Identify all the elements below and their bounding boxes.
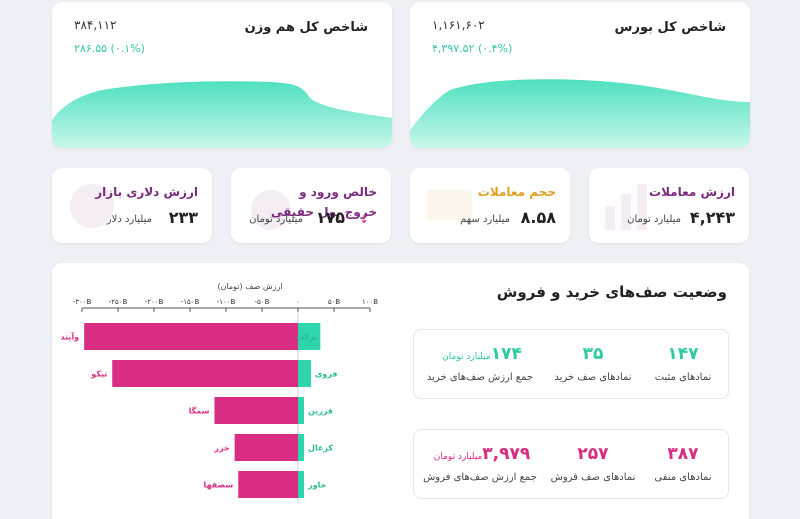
sell-queue-count: ۲۵۷ <box>577 444 609 464</box>
x-tick-label: ۰ <box>296 298 300 306</box>
stat-unit: میلیارد تومان <box>627 214 681 225</box>
x-tick-label: ۱۰۰B <box>362 298 378 306</box>
sell-bar <box>84 323 298 350</box>
money-icon <box>426 190 472 220</box>
queue-value-chart: ارزش صف (تومان) -۳۰۰B -۲۵۰B -۲۰۰B -۱۵۰B -۱۰۰B… <box>61 282 378 503</box>
stat-card-trade-volume[interactable]: حجم معاملات ۸.۵۸ میلیارد سهم <box>410 168 570 243</box>
buy-total-value: ۱۷۴ <box>490 344 522 364</box>
x-tick-label: ۵۰B <box>328 298 341 306</box>
x-tick-label: -۱۰۰B <box>217 298 236 306</box>
buy-total-cell: ۱۷۴میلیارد تومان جمع ارزش صف‌های خرید <box>412 330 548 400</box>
stat-title: ارزش معاملات <box>649 185 735 199</box>
sell-bar <box>112 360 298 387</box>
buy-bar <box>298 397 304 424</box>
index-card-total[interactable]: شاخص کل بورس ۱,۱۶۱,۶۰۲ ۴,۳۹۷.۵۲ (۰.۴%) <box>410 2 750 148</box>
stat-title: حجم معاملات <box>477 185 556 199</box>
negative-count-cell: ۳۸۷ نمادهای منفی <box>638 430 728 500</box>
stat-value: ۲۳۳ <box>168 208 198 227</box>
x-tick-label: -۳۰۰B <box>73 298 92 306</box>
stat-card-dollar-value[interactable]: ارزش دلاری بازار ۲۳۳ میلیارد دلار <box>52 168 212 243</box>
sell-bar-label: خزر <box>213 444 230 453</box>
sell-queue-count-cell: ۲۵۷ نمادهای صف فروش <box>548 430 638 500</box>
x-tick-label: -۲۵۰B <box>109 298 128 306</box>
sell-bar <box>214 397 298 424</box>
chart-icon <box>605 184 647 230</box>
sell-queue-label: نمادهای صف فروش <box>550 472 636 483</box>
stat-unit: میلیارد تومان <box>249 214 303 225</box>
stat-unit: میلیارد دلار <box>106 214 152 225</box>
positive-count: ۱۴۷ <box>667 344 699 364</box>
sell-total-unit: میلیارد تومان <box>433 452 483 462</box>
index-card-equal-weight[interactable]: شاخص کل هم وزن ۳۸۴,۱۱۲ ۲۸۶.۵۵ (۰.۱%) <box>52 2 392 148</box>
stat-unit: میلیارد سهم <box>460 214 510 225</box>
buy-total-label: جمع ارزش صف‌های خرید <box>426 372 534 383</box>
stat-value: ۴,۲۴۳ <box>689 208 735 227</box>
buy-bar-label: برکت <box>296 333 317 342</box>
stat-title: ارزش دلاری بازار <box>95 185 198 199</box>
stat-value: ۱۷۵ <box>315 208 345 227</box>
buy-bar <box>298 323 321 350</box>
buy-bar <box>298 360 311 387</box>
dollar-icon <box>70 184 114 228</box>
x-tick-label: -۲۰۰B <box>145 298 164 306</box>
sell-queue-box: ۳۸۷ نمادهای منفی ۲۵۷ نمادهای صف فروش ۳,۹… <box>413 429 729 499</box>
index-value: ۱,۱۶۱,۶۰۲ <box>432 18 485 32</box>
x-tick-label: -۱۵۰B <box>181 298 200 306</box>
index-change: ۴,۳۹۷.۵۲ (۰.۴%) <box>432 42 513 55</box>
chart-title: ارزش صف (تومان) <box>217 282 282 291</box>
arrow-down-icon: ↓ <box>359 212 370 226</box>
queue-panel: وضعیت صف‌های خرید و فروش ۱۴۷ نمادهای مثب… <box>52 263 749 519</box>
sell-bar-label: تیکو <box>90 370 107 379</box>
stat-title: خالص ورود و خروج پول حقیقی <box>271 185 377 219</box>
buy-bar <box>298 434 304 461</box>
sell-total-value: ۳,۹۷۹ <box>482 444 531 464</box>
buy-bar-label: فروی <box>315 370 338 379</box>
sell-total-cell: ۳,۹۷۹میلیارد تومان جمع ارزش صف‌های فروش <box>412 430 548 500</box>
buy-bar-label: فزرین <box>308 407 333 416</box>
index-change: ۲۸۶.۵۵ (۰.۱%) <box>74 42 145 55</box>
x-tick-label: -۵۰B <box>255 298 270 306</box>
buy-bar-label: کزغال <box>308 444 333 453</box>
buy-queue-box: ۱۴۷ نمادهای مثبت ۳۵ نمادهای صف خرید ۱۷۴م… <box>413 329 729 399</box>
buy-queue-count: ۳۵ <box>582 344 604 364</box>
sell-bar-label: وآیند <box>61 332 80 342</box>
index-title: شاخص کل بورس <box>614 20 726 35</box>
stat-card-trade-value[interactable]: ارزش معاملات ۴,۲۴۳ میلیارد تومان <box>589 168 749 243</box>
index-sparkline <box>410 79 750 148</box>
buy-bar-label: خاور <box>307 481 327 490</box>
buy-queue-label: نمادهای صف خرید <box>554 372 632 383</box>
money-bag-icon <box>251 190 291 230</box>
sell-bar-label: سمگا <box>189 406 210 416</box>
sell-bar-label: سصفها <box>203 481 233 490</box>
negative-count: ۳۸۷ <box>667 444 699 464</box>
positive-count-cell: ۱۴۷ نمادهای مثبت <box>638 330 728 400</box>
index-value: ۳۸۴,۱۱۲ <box>74 18 117 32</box>
stat-card-real-money-flow[interactable]: خالص ورود و خروج پول حقیقی ۱۷۵ میلیارد ت… <box>231 168 391 243</box>
stat-value: ۸.۵۸ <box>520 208 556 227</box>
index-title: شاخص کل هم وزن <box>244 20 368 35</box>
sell-bar <box>238 471 298 498</box>
queue-title: وضعیت صف‌های خرید و فروش <box>496 283 727 301</box>
negative-label: نمادهای منفی <box>654 472 712 483</box>
buy-total-unit: میلیارد تومان <box>442 352 491 362</box>
sell-total-label: جمع ارزش صف‌های فروش <box>423 472 537 483</box>
sell-bar <box>234 434 298 461</box>
buy-bar <box>298 471 304 498</box>
positive-label: نمادهای مثبت <box>654 372 712 383</box>
buy-queue-count-cell: ۳۵ نمادهای صف خرید <box>548 330 638 400</box>
index-sparkline <box>52 81 392 148</box>
